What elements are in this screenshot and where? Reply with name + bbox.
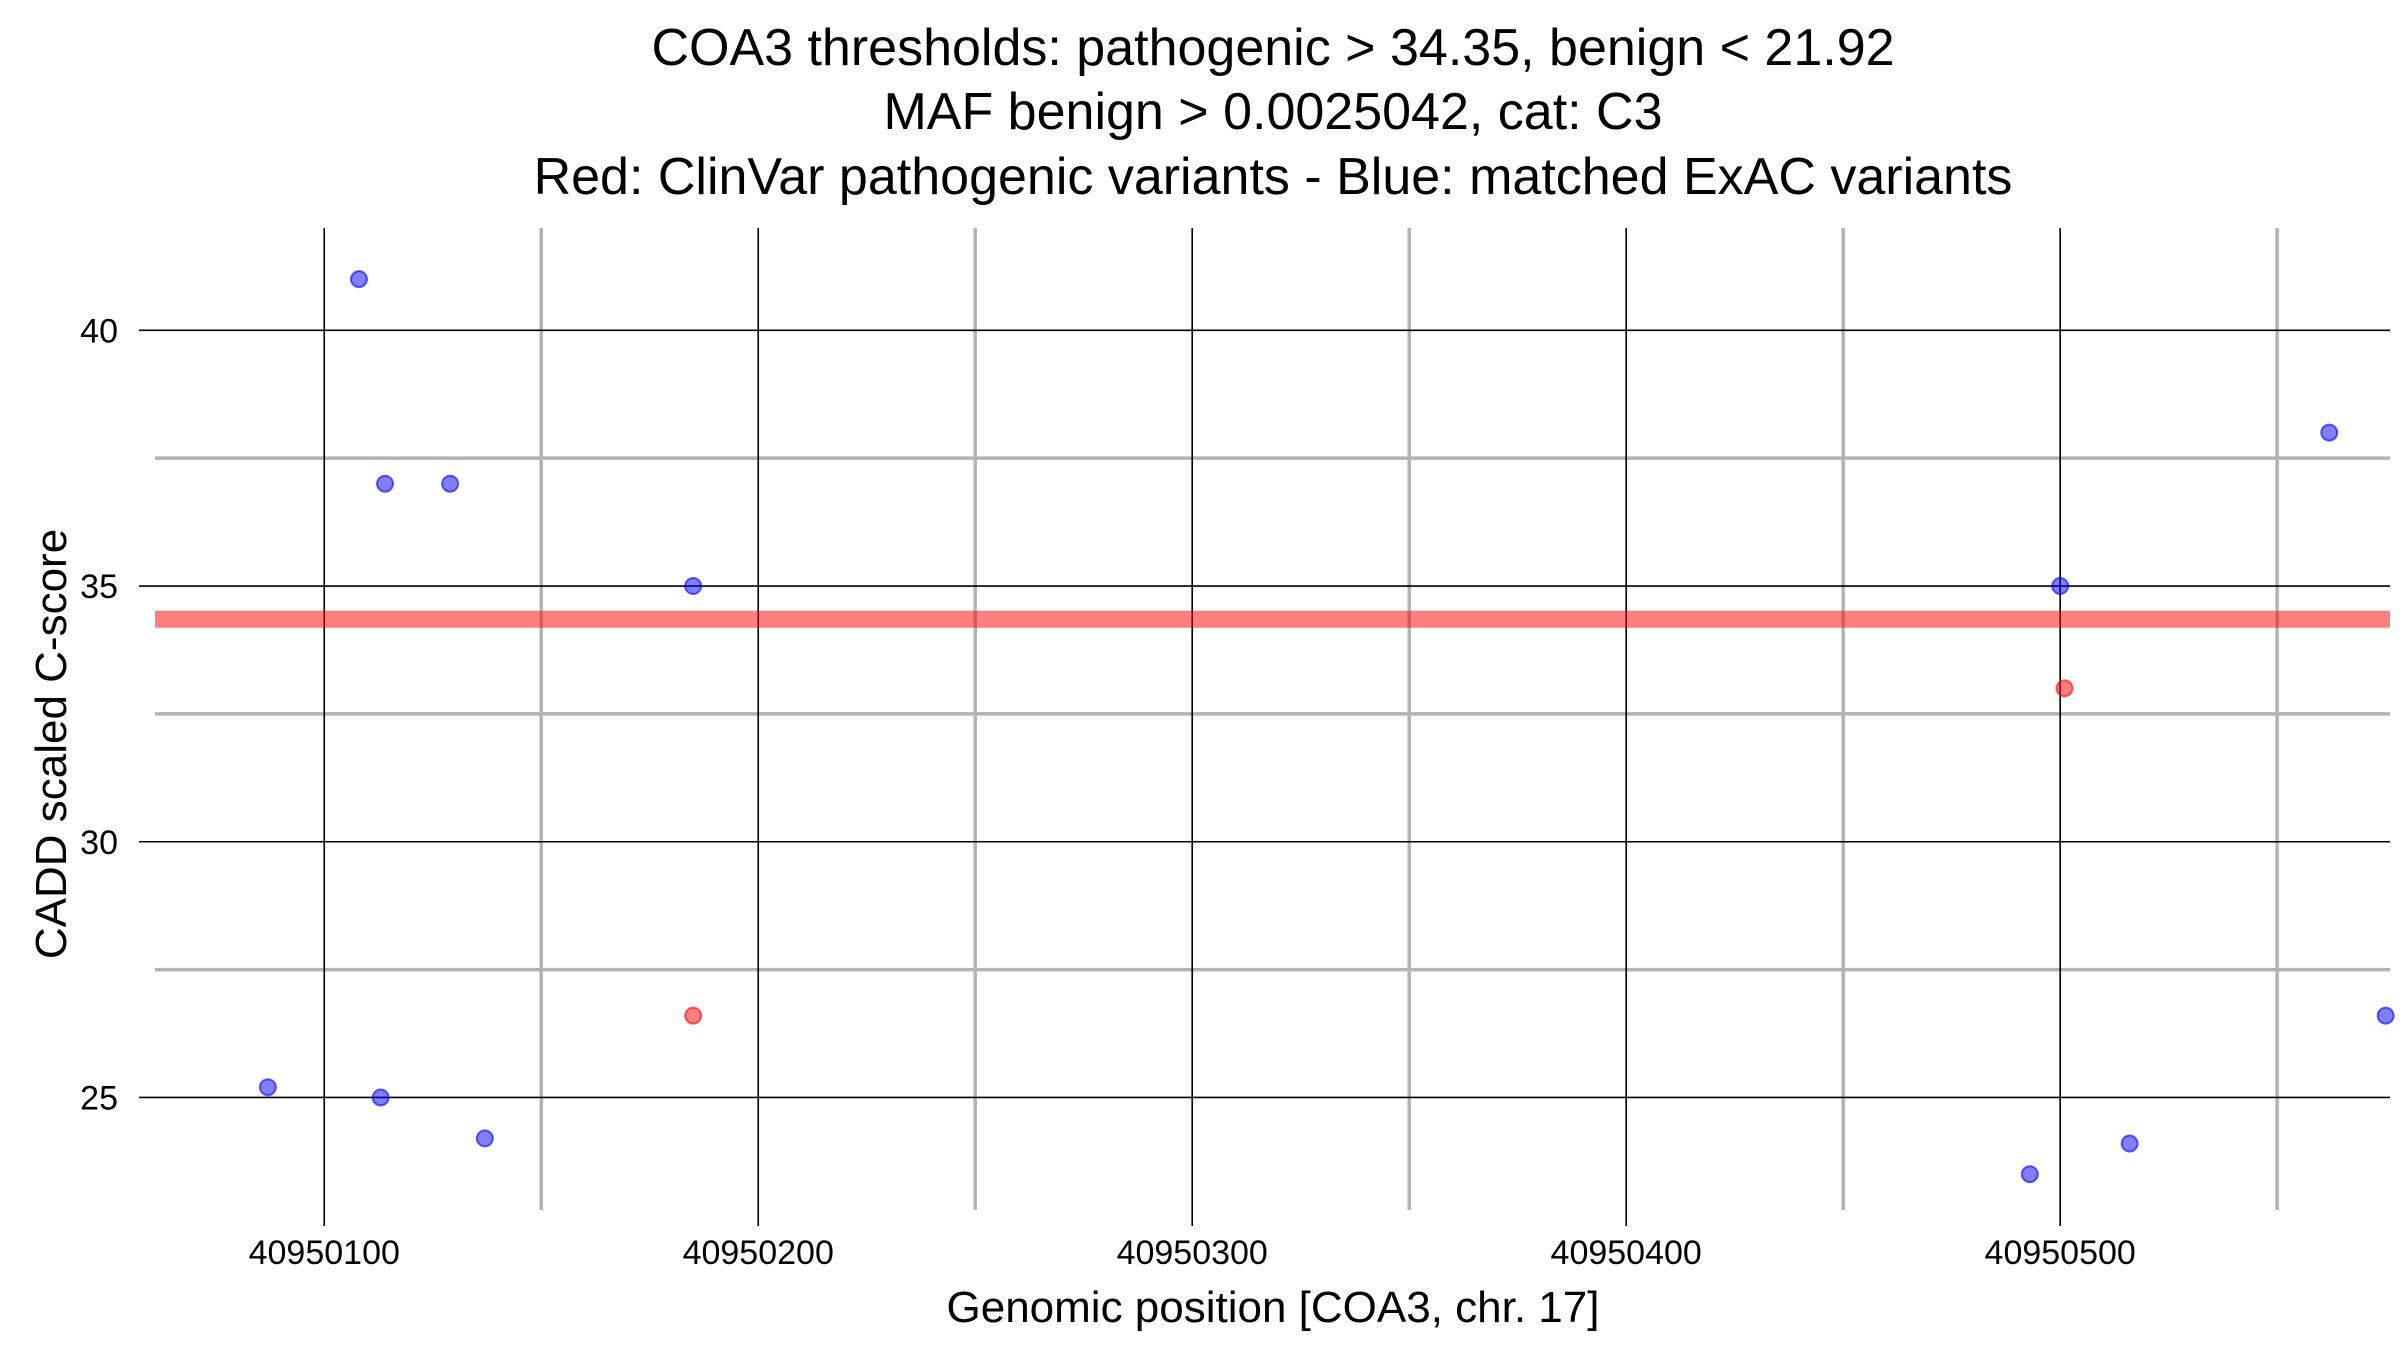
x-axis-title: Genomic position [COA3, chr. 17] [947,1283,1600,1332]
y-tick-label: 35 [80,568,118,606]
exac-variant-point [376,474,395,493]
clinvar-pathogenic-point [684,1006,703,1025]
x-tick-label: 40950500 [1985,1234,2136,1272]
exac-variant-point [349,270,368,289]
y-axis-ticks: 25 30 35 40 [80,312,118,1117]
x-tick-label: 40950200 [683,1234,834,1272]
x-tick-label: 40950400 [1551,1234,1702,1272]
data-points [258,270,2395,1184]
exac-variant-point [2051,577,2070,596]
exac-variant-point [2376,1006,2395,1025]
x-axis-ticks: 40950100 40950200 40950300 40950400 40950500 [249,1234,2136,1272]
exac-variant-point [2020,1165,2039,1184]
exac-variant-point [475,1129,494,1148]
title-line-3: Red: ClinVar pathogenic variants - Blue:… [534,148,2013,206]
title-line-1: COA3 thresholds: pathogenic > 34.35, ben… [651,19,1894,77]
exac-variant-point [684,577,703,596]
x-tick-label: 40950100 [249,1234,400,1272]
exac-variant-point [2320,423,2339,442]
x-tick-label: 40950300 [1117,1234,1268,1272]
y-tick-label: 30 [80,824,118,862]
chart-title: COA3 thresholds: pathogenic > 34.35, ben… [534,19,2013,206]
y-tick-label: 25 [80,1079,118,1117]
grid-lines [139,228,2390,1226]
clinvar-pathogenic-point [2055,679,2074,698]
y-axis-title: CADD scaled C-score [27,529,76,959]
exac-variant-point [258,1078,277,1097]
exac-variant-point [441,474,460,493]
title-line-2: MAF benign > 0.0025042, cat: C3 [883,83,1662,141]
exac-variant-point [371,1088,390,1107]
exac-variant-point [2120,1134,2139,1153]
y-tick-label: 40 [80,312,118,350]
